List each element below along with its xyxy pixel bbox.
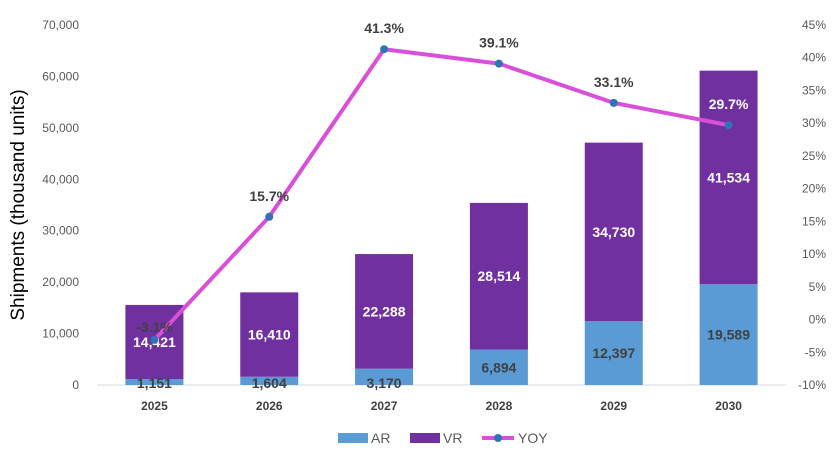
bar-ar bbox=[355, 368, 414, 385]
yoy-marker bbox=[265, 212, 274, 221]
data-label-vr: 41,534 bbox=[707, 169, 750, 185]
y2-tick-label: 5% bbox=[809, 280, 827, 294]
yoy-line bbox=[152, 47, 729, 342]
y2-tick-label: 40% bbox=[802, 51, 826, 65]
y2-tick-label: 30% bbox=[802, 116, 826, 130]
bar-labels: 1,15114,4211,60416,4103,17022,2886,89428… bbox=[133, 169, 750, 391]
y2-tick-label: -10% bbox=[798, 378, 826, 392]
data-label-ar: 6,894 bbox=[481, 359, 516, 375]
yoy-label: 33.1% bbox=[594, 74, 634, 90]
x-tick-label: 2027 bbox=[371, 399, 398, 413]
legend: AR VR YOY bbox=[338, 430, 548, 446]
yoy-marker bbox=[494, 59, 503, 68]
y2-tick-label: 20% bbox=[802, 182, 826, 196]
legend-swatch-vr bbox=[410, 433, 440, 443]
data-label-vr: 28,514 bbox=[478, 268, 521, 284]
yoy-marker bbox=[724, 121, 733, 130]
data-label-ar: 19,589 bbox=[707, 327, 750, 343]
data-label-vr: 34,730 bbox=[592, 224, 635, 240]
legend-marker-yoy bbox=[494, 434, 502, 442]
y-axis-label: Shipments (thousand units) bbox=[8, 89, 29, 320]
y2-tick-label: 25% bbox=[802, 149, 826, 163]
legend-label-ar: AR bbox=[371, 430, 390, 446]
y2-tick-label: 15% bbox=[802, 214, 826, 228]
bar-vr bbox=[699, 70, 758, 285]
data-label-ar: 12,397 bbox=[592, 345, 635, 361]
data-label-ar: 1,604 bbox=[252, 375, 287, 391]
bar-ar bbox=[125, 379, 184, 385]
yoy-label: 15.7% bbox=[249, 188, 289, 204]
bar-vr bbox=[240, 292, 299, 377]
yoy-marker bbox=[150, 335, 159, 344]
x-tick-label: 2029 bbox=[600, 399, 627, 413]
legend-label-yoy: YOY bbox=[518, 430, 548, 446]
bars bbox=[125, 70, 758, 385]
data-label-vr: 22,288 bbox=[363, 303, 406, 319]
bar-vr bbox=[469, 202, 528, 350]
y-tick-label: 0 bbox=[72, 378, 79, 392]
y-tick-label: 40,000 bbox=[42, 172, 79, 186]
yoy-marker bbox=[609, 98, 618, 107]
data-label-vr: 16,410 bbox=[248, 327, 291, 343]
y-tick-label: 60,000 bbox=[42, 69, 79, 83]
x-axis-ticks: 2025 2026 2027 2028 2029 2030 bbox=[141, 399, 742, 413]
y-tick-label: 30,000 bbox=[42, 224, 79, 238]
y-axis-ticks: 0 10,000 20,000 30,000 40,000 50,000 60,000 70,… bbox=[42, 18, 79, 392]
yoy-marker bbox=[380, 45, 389, 54]
y2-tick-label: 10% bbox=[802, 247, 826, 261]
x-tick-label: 2026 bbox=[256, 399, 283, 413]
y-tick-label: 50,000 bbox=[42, 121, 79, 135]
y-tick-label: 70,000 bbox=[42, 18, 79, 32]
x-tick-label: 2030 bbox=[715, 399, 742, 413]
bar-vr bbox=[355, 254, 414, 369]
legend-label-vr: VR bbox=[443, 430, 462, 446]
y2-tick-label: 35% bbox=[802, 83, 826, 97]
yoy-label: 39.1% bbox=[479, 35, 519, 51]
x-tick-label: 2025 bbox=[141, 399, 168, 413]
yoy-label: 29.7% bbox=[709, 96, 749, 112]
y2-tick-label: 0% bbox=[809, 313, 827, 327]
legend-swatch-ar bbox=[338, 433, 368, 443]
yoy-label: 41.3% bbox=[364, 20, 404, 36]
y-tick-label: 20,000 bbox=[42, 275, 79, 289]
bar-ar bbox=[699, 284, 758, 385]
data-label-ar: 3,170 bbox=[367, 375, 402, 391]
data-label-ar: 1,151 bbox=[137, 375, 172, 391]
bar-ar bbox=[240, 376, 299, 385]
y2-tick-label: -5% bbox=[805, 345, 827, 359]
bar-vr bbox=[584, 142, 643, 322]
yoy-label: -3.1% bbox=[136, 319, 173, 335]
secondary-y-axis-ticks: -10% -5% 0% 5% 10% 15% 20% 25% 30% 35% 40% 45% bbox=[798, 18, 826, 392]
bar-ar bbox=[584, 321, 643, 385]
y-tick-label: 10,000 bbox=[42, 327, 79, 341]
y2-tick-label: 45% bbox=[802, 18, 826, 32]
yoy-line-group: -3.1% 15.7% 41.3% 39.1% 33.1% 29.7% bbox=[136, 20, 749, 344]
bar-ar bbox=[469, 349, 528, 385]
x-tick-label: 2028 bbox=[486, 399, 513, 413]
